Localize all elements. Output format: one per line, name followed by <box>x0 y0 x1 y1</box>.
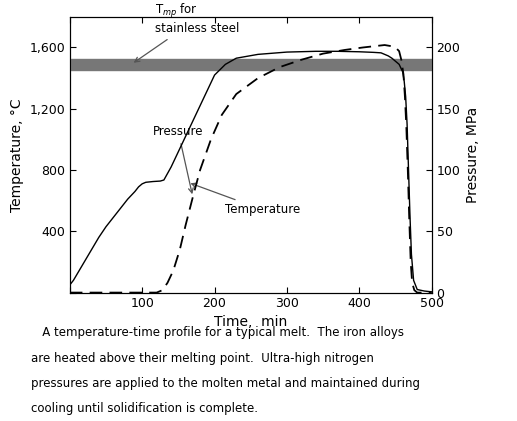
Text: cooling until solidification is complete.: cooling until solidification is complete… <box>31 402 258 415</box>
Text: are heated above their melting point.  Ultra-high nitrogen: are heated above their melting point. Ul… <box>31 352 374 365</box>
Y-axis label: Pressure, MPa: Pressure, MPa <box>466 107 480 203</box>
Text: T$_{mp}$ for
stainless steel: T$_{mp}$ for stainless steel <box>135 2 239 62</box>
Bar <box>70 59 432 70</box>
X-axis label: Time,  min: Time, min <box>214 314 287 329</box>
Text: pressures are applied to the molten metal and maintained during: pressures are applied to the molten meta… <box>31 377 420 390</box>
Text: Pressure: Pressure <box>153 125 204 193</box>
Text: Temperature: Temperature <box>192 183 301 216</box>
Text: A temperature-time profile for a typical melt.  The iron alloys: A temperature-time profile for a typical… <box>31 326 404 339</box>
Y-axis label: Temperature, °C: Temperature, °C <box>10 98 24 211</box>
